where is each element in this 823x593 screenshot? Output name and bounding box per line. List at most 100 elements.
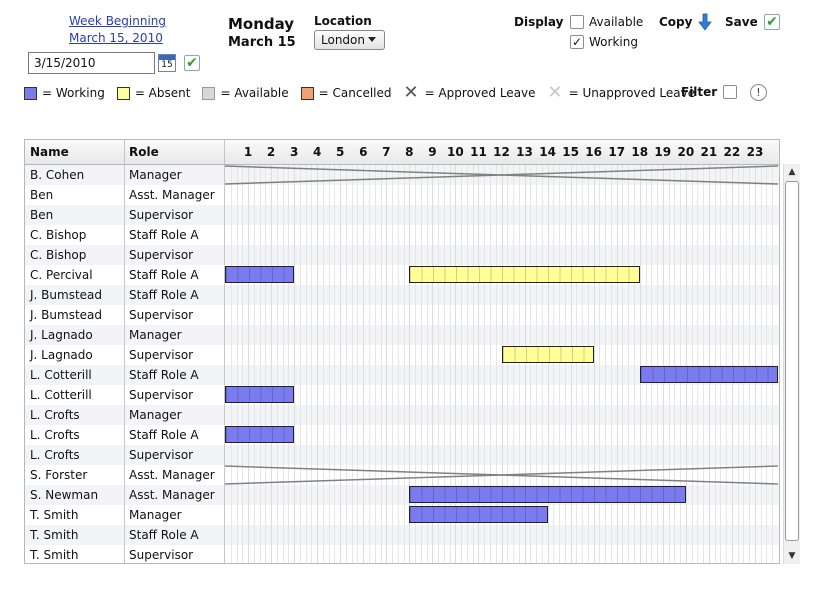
working-swatch bbox=[24, 86, 37, 100]
confirm-date-check-icon[interactable]: ✔ bbox=[184, 55, 200, 71]
date-input[interactable] bbox=[28, 52, 155, 74]
employee-name: T. Smith bbox=[30, 528, 79, 542]
filter-info-icon[interactable]: ! bbox=[750, 84, 767, 101]
table-row[interactable]: T. Smith Staff Role A bbox=[25, 525, 779, 545]
table-row[interactable]: J. Bumstead Staff Role A bbox=[25, 285, 779, 305]
employee-role: Supervisor bbox=[129, 248, 194, 262]
table-row[interactable]: J. Lagnado Manager bbox=[25, 325, 779, 345]
working-shift-bar[interactable] bbox=[225, 386, 295, 403]
scroll-up-icon[interactable]: ▲ bbox=[788, 167, 796, 177]
employee-role: Supervisor bbox=[129, 308, 194, 322]
approved-leave-mark[interactable] bbox=[225, 165, 778, 185]
employee-role: Staff Role A bbox=[129, 368, 199, 382]
legend: = Working = Absent = Available = Cancell… bbox=[24, 84, 707, 102]
table-row[interactable]: C. Percival Staff Role A bbox=[25, 265, 779, 285]
employee-name: J. Bumstead bbox=[30, 288, 103, 302]
table-row[interactable]: L. Crofts Staff Role A bbox=[25, 425, 779, 445]
table-row[interactable]: L. Cotterill Staff Role A bbox=[25, 365, 779, 385]
location-selected: London bbox=[321, 33, 365, 47]
employee-role: Asst. Manager bbox=[129, 468, 215, 482]
legend-working-label: = Working bbox=[42, 86, 105, 100]
scroll-down-icon[interactable]: ▼ bbox=[788, 551, 796, 561]
working-shift-bar[interactable] bbox=[409, 486, 686, 503]
hour-label: 9 bbox=[428, 145, 437, 159]
table-row[interactable]: Ben Asst. Manager bbox=[25, 185, 779, 205]
working-shift-bar[interactable] bbox=[409, 506, 548, 523]
location-label: Location bbox=[314, 14, 372, 28]
filter-checkbox[interactable] bbox=[723, 85, 737, 99]
table-row[interactable]: L. Crofts Supervisor bbox=[25, 445, 779, 465]
employee-name: J. Lagnado bbox=[30, 328, 93, 342]
hour-label: 6 bbox=[359, 145, 368, 159]
vertical-scrollbar[interactable]: ▲ ▼ bbox=[783, 164, 800, 564]
legend-cancelled: = Cancelled bbox=[300, 86, 392, 100]
location-select[interactable]: London bbox=[314, 30, 385, 50]
employee-name: C. Percival bbox=[30, 268, 93, 282]
hour-label: 8 bbox=[405, 145, 414, 159]
employee-name: S. Newman bbox=[30, 488, 99, 502]
table-row[interactable]: T. Smith Supervisor bbox=[25, 545, 779, 563]
hour-label: 21 bbox=[700, 145, 718, 159]
legend-absent-label: = Absent bbox=[134, 86, 191, 100]
role-column-header[interactable]: Role bbox=[129, 145, 159, 159]
legend-approved-leave-label: = Approved Leave bbox=[424, 86, 536, 100]
legend-available-label: = Available bbox=[220, 86, 289, 100]
absent-swatch bbox=[116, 86, 130, 100]
working-shift-bar[interactable] bbox=[639, 366, 778, 383]
table-row[interactable]: T. Smith Manager bbox=[25, 505, 779, 525]
legend-absent: = Absent bbox=[116, 86, 191, 100]
employee-name: J. Bumstead bbox=[30, 308, 103, 322]
employee-name: L. Crofts bbox=[30, 428, 80, 442]
employee-role: Staff Role A bbox=[129, 428, 199, 442]
hour-label: 2 bbox=[266, 145, 276, 159]
display-working-option[interactable]: ✓ Working bbox=[570, 35, 638, 49]
display-label: Display bbox=[514, 15, 564, 29]
scrollbar-thumb[interactable] bbox=[785, 181, 799, 541]
employee-name: C. Bishop bbox=[30, 228, 87, 242]
working-shift-bar[interactable] bbox=[225, 266, 295, 283]
week-date-link[interactable]: March 15, 2010 bbox=[69, 31, 163, 45]
display-working-label: Working bbox=[589, 35, 638, 49]
employee-role: Supervisor bbox=[129, 548, 194, 562]
save-check-icon[interactable]: ✔ bbox=[764, 14, 780, 30]
absent-shift-bar[interactable] bbox=[501, 346, 594, 363]
employee-role: Staff Role A bbox=[129, 528, 199, 542]
table-row[interactable]: J. Lagnado Supervisor bbox=[25, 345, 779, 365]
employee-name: B. Cohen bbox=[30, 168, 85, 182]
table-row[interactable]: L. Crofts Manager bbox=[25, 405, 779, 425]
day-name: Monday bbox=[228, 15, 295, 33]
calendar-day-label: 15 bbox=[161, 60, 173, 70]
employee-role: Manager bbox=[129, 408, 182, 422]
table-row[interactable]: S. Forster Asst. Manager bbox=[25, 465, 779, 485]
approved-leave-mark[interactable] bbox=[225, 465, 778, 485]
table-row[interactable]: J. Bumstead Supervisor bbox=[25, 305, 779, 325]
table-row[interactable]: B. Cohen Manager bbox=[25, 165, 779, 185]
working-shift-bar[interactable] bbox=[225, 426, 295, 443]
hour-label: 11 bbox=[470, 145, 487, 159]
table-row[interactable]: L. Cotterill Supervisor bbox=[25, 385, 779, 405]
calendar-icon[interactable]: 15 bbox=[158, 54, 176, 72]
week-beginning-link[interactable]: Week Beginning bbox=[69, 14, 167, 28]
display-available-option[interactable]: Available bbox=[570, 15, 643, 29]
hour-label: 12 bbox=[493, 145, 510, 159]
chevron-down-icon bbox=[368, 37, 376, 42]
name-column-header[interactable]: Name bbox=[30, 145, 69, 159]
grid-header: Name Role 1 2 3 4 5 6 7 8 9 10 11 12 13 14 15 16 17 18 19 2… bbox=[25, 140, 779, 165]
copy-arrow-down-icon[interactable] bbox=[697, 13, 713, 34]
table-row[interactable]: Ben Supervisor bbox=[25, 205, 779, 225]
filter-label: Filter bbox=[681, 85, 718, 99]
employee-name: Ben bbox=[30, 188, 54, 202]
employee-role: Asst. Manager bbox=[129, 488, 215, 502]
employee-role: Asst. Manager bbox=[129, 188, 215, 202]
table-row[interactable]: C. Bishop Staff Role A bbox=[25, 225, 779, 245]
hour-label: 17 bbox=[608, 145, 626, 159]
table-row[interactable]: C. Bishop Supervisor bbox=[25, 245, 779, 265]
display-working-checkbox[interactable]: ✓ bbox=[570, 35, 584, 49]
absent-shift-bar[interactable] bbox=[409, 266, 640, 283]
display-available-checkbox[interactable] bbox=[570, 15, 584, 29]
hour-label: 16 bbox=[585, 145, 602, 159]
approved-leave-x-icon: ✕ bbox=[403, 82, 419, 103]
legend-approved-leave: ✕ = Approved Leave bbox=[404, 84, 536, 102]
employee-name: T. Smith bbox=[30, 508, 79, 522]
employee-name: L. Crofts bbox=[30, 408, 80, 422]
